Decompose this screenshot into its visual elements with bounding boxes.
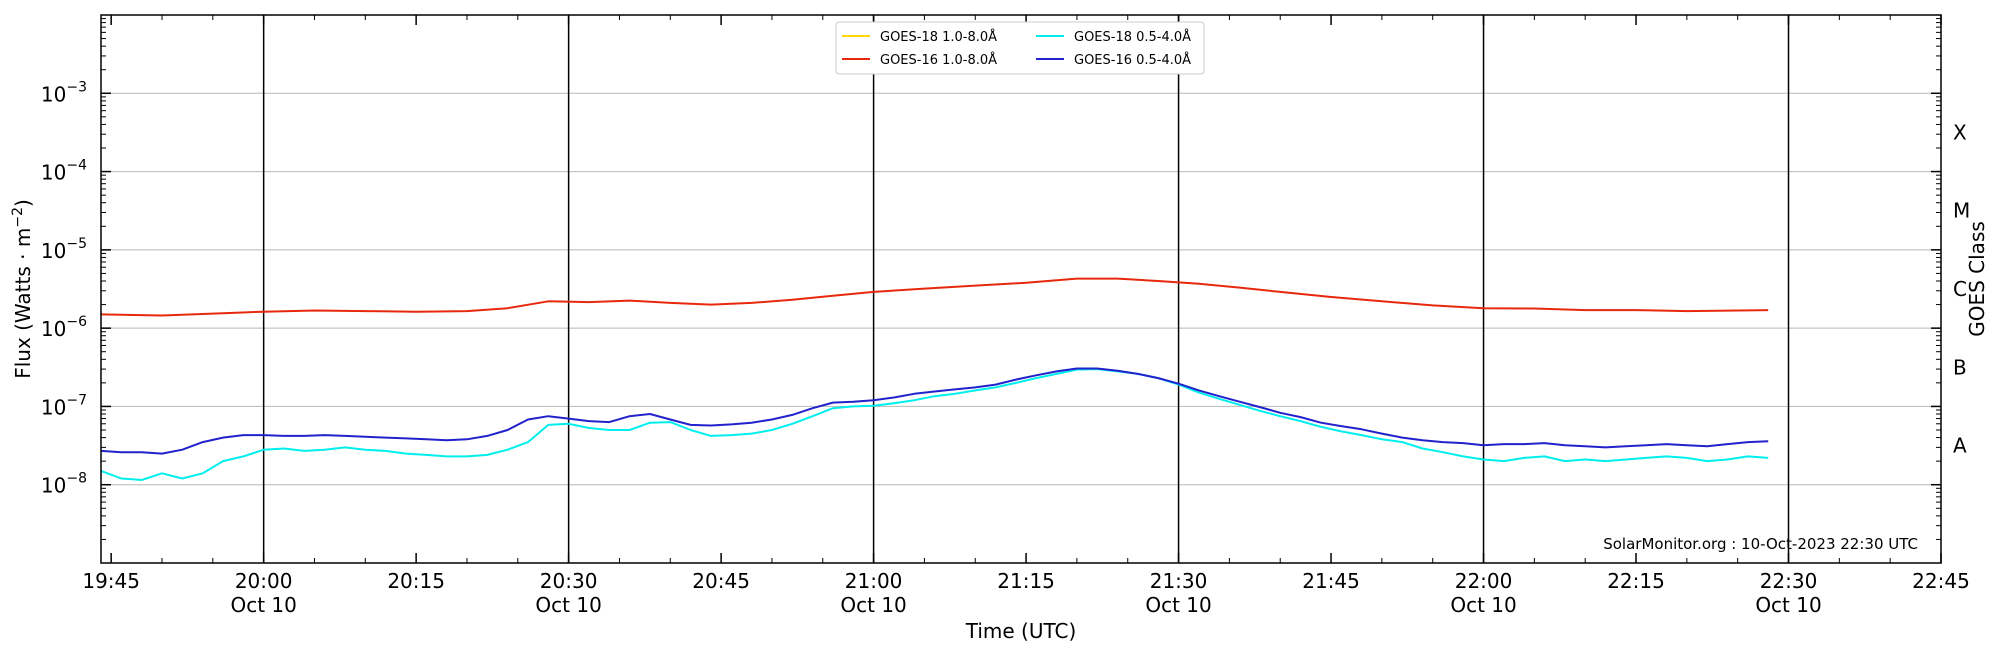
- y-tick-base: 10: [41, 395, 66, 419]
- y-tick-label-4: 10−4: [41, 158, 87, 185]
- y-tick-exponent: −6: [66, 314, 87, 330]
- x-tick-label-7: 21:30: [1150, 569, 1208, 593]
- x-axis-title: Time (UTC): [965, 619, 1077, 643]
- x-tick-label-6: 21:15: [997, 569, 1055, 593]
- x-tick-label-1: 20:00: [235, 569, 293, 593]
- y-tick-label-5: 10−3: [41, 79, 87, 106]
- y-tick-base: 10: [41, 474, 66, 498]
- series-layer: [100, 277, 1769, 481]
- goes-class-label-a: A: [1953, 434, 1967, 458]
- goes-class-label-b: B: [1953, 355, 1967, 379]
- x-tick-label-10: 22:15: [1607, 569, 1665, 593]
- y-axis-title-main: Flux (Watts · m: [11, 228, 35, 379]
- vertical-time-lines: [262, 15, 1790, 563]
- x-tick-date-5: Oct 10: [840, 593, 906, 617]
- x-tick-label-4: 20:45: [692, 569, 750, 593]
- x-tick-date-7: Oct 10: [1145, 593, 1211, 617]
- y-tick-label-1: 10−7: [41, 392, 87, 419]
- legend-label-2: GOES-16 1.0-8.0Å: [880, 52, 997, 68]
- goes-class-label-m: M: [1953, 199, 1970, 223]
- goes-class-axis-title: GOES Class: [1965, 221, 1989, 337]
- x-tick-label-5: 21:00: [845, 569, 903, 593]
- y-tick-base: 10: [41, 82, 66, 106]
- y-tick-exponent: −3: [66, 79, 87, 95]
- legend: GOES-18 1.0-8.0Å GOES-16 1.0-8.0Å GOES-18 …: [835, 21, 1205, 75]
- x-tick-date-11: Oct 10: [1755, 593, 1821, 617]
- y-axis-title-close: ): [11, 199, 35, 207]
- x-tick-label-3: 20:30: [540, 569, 598, 593]
- goes-class-label-c: C: [1953, 277, 1967, 301]
- x-tick-label-9: 22:00: [1455, 569, 1513, 593]
- y-tick-label-3: 10−5: [41, 236, 87, 263]
- y-tick-base: 10: [41, 317, 66, 341]
- x-tick-label-8: 21:45: [1302, 569, 1360, 593]
- x-tick-label-12: 22:45: [1912, 569, 1970, 593]
- grid-layer: [101, 92, 1941, 486]
- series-line-goes-18-0-5-4-0: [100, 368, 1769, 481]
- y-tick-base: 10: [41, 161, 66, 185]
- legend-label-3: GOES-16 0.5-4.0Å: [1074, 52, 1191, 68]
- series-line-goes-16-0-5-4-0: [100, 367, 1769, 455]
- series-line-goes-16-1-0-8-0: [100, 277, 1769, 317]
- legend-box: [835, 21, 1205, 75]
- y-tick-exponent: −8: [66, 471, 87, 487]
- y-tick-base: 10: [41, 239, 66, 263]
- y-tick-label-0: 10−8: [41, 471, 87, 498]
- legend-label-0: GOES-18 1.0-8.0Å: [880, 29, 997, 45]
- x-tick-date-9: Oct 10: [1450, 593, 1516, 617]
- x-tick-label-0: 19:45: [82, 569, 140, 593]
- y-tick-exponent: −5: [66, 236, 87, 252]
- y-tick-exponent: −7: [66, 392, 87, 408]
- y-axis-title: Flux (Watts · m−2): [10, 199, 35, 379]
- goes-class-label-x: X: [1953, 120, 1967, 144]
- x-tick-label-2: 20:15: [387, 569, 445, 593]
- tick-layer: [101, 15, 1942, 563]
- plot-frame: [100, 14, 1942, 564]
- x-tick-date-1: Oct 10: [230, 593, 296, 617]
- x-tick-date-3: Oct 10: [535, 593, 601, 617]
- legend-label-1: GOES-18 0.5-4.0Å: [1074, 29, 1191, 45]
- x-tick-label-11: 22:30: [1760, 569, 1818, 593]
- y-tick-label-2: 10−6: [41, 314, 87, 341]
- y-tick-exponent: −4: [66, 158, 87, 174]
- y-axis-title-exponent: −2: [10, 207, 26, 228]
- credit-text: SolarMonitor.org : 10-Oct-2023 22:30 UTC: [1603, 535, 1918, 553]
